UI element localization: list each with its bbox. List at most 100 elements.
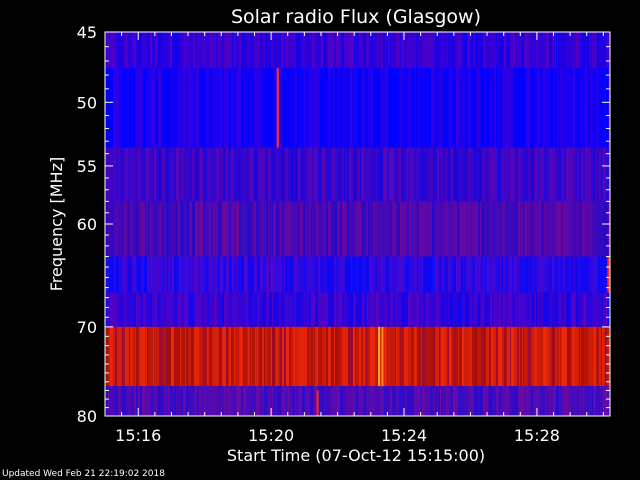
spectrogram-stripe (385, 256, 388, 293)
spectrogram-stripe (115, 386, 118, 416)
spectrogram-stripe (165, 256, 167, 293)
spectrogram-stripe (404, 326, 406, 387)
spectrogram-stripe (183, 256, 185, 293)
spectrogram-stripe (366, 256, 369, 293)
spectrogram-stripe (128, 147, 131, 202)
spectrogram-stripe (336, 292, 339, 327)
spectrogram-stripe (156, 326, 157, 387)
spectrogram-stripe (193, 256, 194, 293)
spectrogram-stripe (498, 292, 501, 327)
spectrogram-stripe (404, 32, 406, 69)
spectrogram-stripe (425, 386, 428, 416)
spectrogram-stripe (242, 292, 245, 327)
spectrogram-stripe (264, 201, 265, 257)
spectrogram-stripe (439, 256, 442, 293)
spectrogram-stripe (157, 256, 159, 293)
spectrogram-stripe (234, 292, 235, 327)
spectrogram-stripe (257, 147, 258, 202)
spectrogram-stripe (154, 326, 155, 387)
spectrogram-stripe (334, 292, 336, 327)
spectrogram-stripe (542, 68, 544, 148)
spectrogram-stripe (358, 68, 359, 148)
spectrogram-stripe (260, 386, 261, 416)
spectrogram-stripe (466, 256, 469, 293)
burst-event (316, 390, 319, 416)
spectrogram-stripe (320, 68, 323, 148)
spectrogram-stripe (411, 68, 414, 148)
spectrogram-stripe (490, 147, 493, 202)
spectrogram-stripe (550, 326, 552, 387)
spectrogram-stripe (105, 256, 108, 293)
spectrogram-stripe (188, 32, 189, 69)
spectrogram-stripe (331, 68, 333, 148)
spectrogram-stripe (557, 201, 558, 257)
spectrogram-stripe (513, 32, 515, 69)
spectrogram-stripe (440, 147, 443, 202)
spectrogram-stripe (434, 68, 435, 148)
spectrogram-stripe (401, 292, 403, 327)
spectrogram-stripe (592, 201, 595, 257)
spectrogram-stripe (152, 68, 153, 148)
spectrogram-stripe (398, 386, 400, 416)
spectrogram-stripe (254, 386, 256, 416)
spectrogram-stripe (458, 326, 459, 387)
spectrogram-stripe (382, 386, 384, 416)
spectrogram-stripe (129, 292, 131, 327)
spectrogram-stripe (200, 256, 203, 293)
spectrogram-stripe (476, 292, 477, 327)
spectrogram-stripe (160, 292, 162, 327)
spectrogram-stripe (390, 32, 391, 69)
spectrogram-stripe (555, 68, 557, 148)
spectrogram-stripe (315, 326, 318, 387)
spectrogram-stripe (320, 147, 322, 202)
spectrogram-stripe (484, 201, 487, 257)
spectrogram-stripe (244, 201, 245, 257)
spectrogram-stripe (356, 32, 359, 69)
spectrogram-stripe (110, 68, 112, 148)
spectrogram-stripe (332, 386, 335, 416)
spectrogram-stripe (489, 386, 492, 416)
spectrogram-stripe (540, 326, 543, 387)
spectrogram-stripe (251, 326, 252, 387)
spectrogram-stripe (132, 201, 133, 257)
spectrogram-stripe (206, 32, 209, 69)
spectrogram-stripe (236, 32, 239, 69)
spectrogram-stripe (117, 292, 119, 327)
spectrogram-stripe (270, 386, 271, 416)
spectrogram-stripe (502, 201, 505, 257)
spectrogram-stripe (139, 68, 141, 148)
spectrogram-stripe (205, 32, 206, 69)
spectrogram-stripe (119, 256, 120, 293)
spectrogram-stripe (481, 256, 483, 293)
spectrogram-stripe (465, 147, 468, 202)
spectrogram-stripe (233, 32, 234, 69)
spectrogram-stripe (159, 326, 160, 387)
spectrogram-stripe (440, 326, 441, 387)
spectrogram-stripe (294, 68, 297, 148)
spectrogram-stripe (364, 147, 367, 202)
spectrogram-stripe (258, 68, 261, 148)
spectrogram-stripe (177, 292, 178, 327)
spectrogram-stripe (522, 326, 523, 387)
spectrogram-stripe (475, 326, 477, 387)
spectrogram-stripe (542, 292, 543, 327)
spectrogram-stripe (188, 256, 190, 293)
spectrogram-stripe (224, 292, 227, 327)
spectrogram-stripe (290, 201, 291, 257)
spectrogram-stripe (539, 147, 542, 202)
spectrogram-stripe (331, 256, 334, 293)
spectrogram-stripe (186, 32, 188, 69)
spectrogram-stripe (376, 201, 377, 257)
spectrogram-stripe (520, 386, 523, 416)
spectrogram-stripe (585, 68, 588, 148)
spectrogram-stripe (581, 326, 582, 387)
spectrogram-stripe (326, 386, 329, 416)
spectrogram-stripe (540, 68, 542, 148)
spectrogram-stripe (388, 326, 390, 387)
spectrogram-stripe (596, 147, 597, 202)
spectrogram-stripe (602, 256, 603, 293)
spectrogram-stripe (559, 292, 561, 327)
spectrogram-stripe (367, 292, 368, 327)
spectrogram-stripe (496, 147, 498, 202)
spectrogram-stripe (390, 68, 392, 148)
